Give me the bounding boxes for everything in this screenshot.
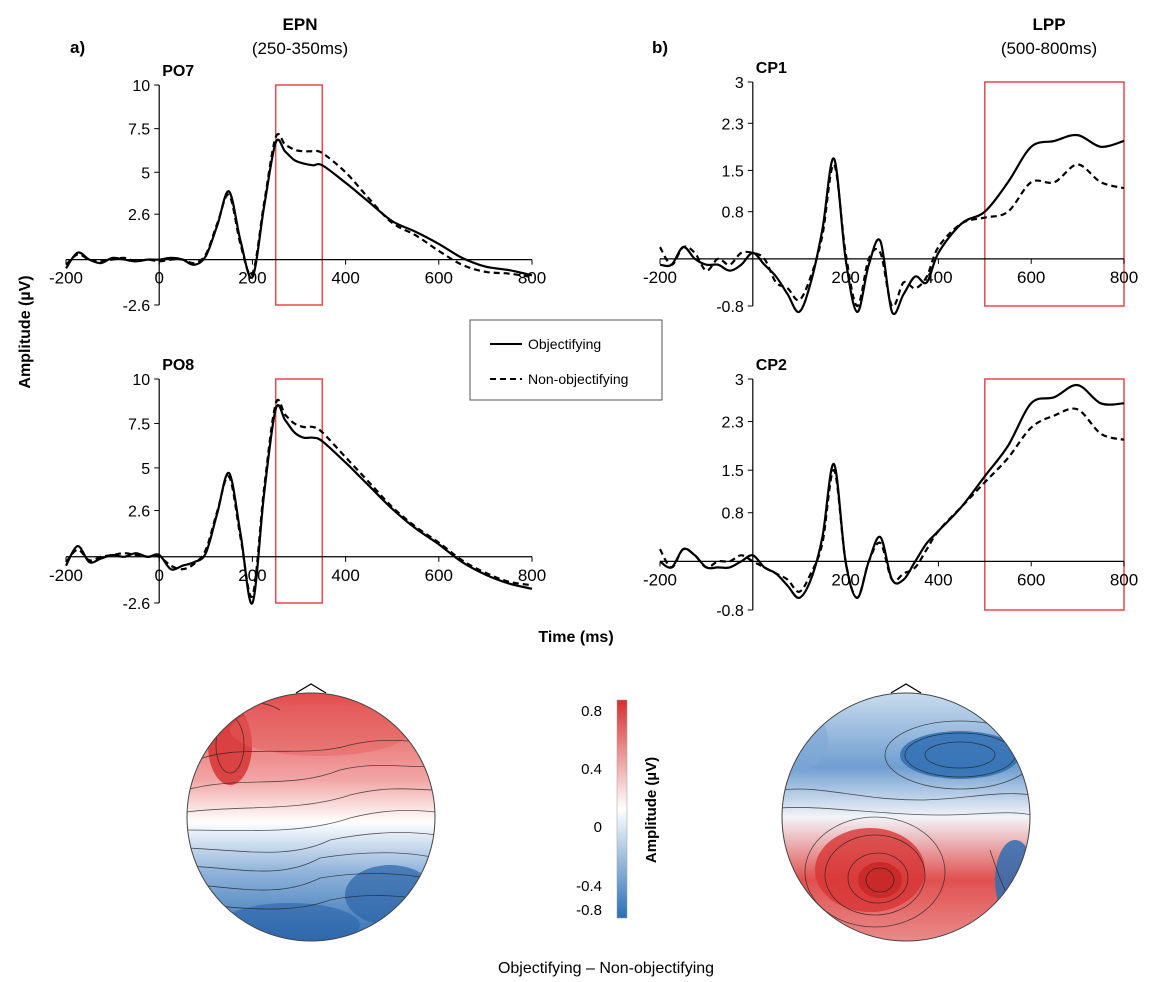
legend-label-objectifying: Objectifying [528, 336, 601, 352]
y-tick-label-cp1-1: 2.3 [722, 116, 744, 133]
topomap-epn [186, 683, 436, 942]
y-tick-label-cp1-3: 0.8 [722, 205, 744, 222]
x-tick-label-po7-3: 400 [331, 269, 359, 288]
y-tick-label-po8-2: 5 [141, 461, 150, 478]
panel-a-component: EPN [283, 15, 318, 34]
y-tick-label-po8-0: 10 [132, 372, 150, 389]
y-tick-label-cp1-0: 3 [735, 75, 744, 92]
topomap-lpp [781, 683, 1031, 942]
channel-title-po8: PO8 [162, 357, 194, 374]
topomap-lpp-nose [890, 683, 922, 694]
x-tick-label-po8-1: 0 [154, 566, 163, 585]
x-tick-label-po8-2: 200 [238, 566, 266, 585]
panel-a-window: (250-350ms) [252, 39, 348, 58]
series-non-objectifying-po8 [65, 398, 533, 598]
x-tick-label-cp2-3: 600 [1017, 570, 1045, 589]
x-tick-label-cp1-1: 200 [831, 268, 859, 287]
analysis-window-cp1 [984, 81, 1125, 307]
series-objectifying-po7 [65, 138, 533, 279]
x-tick-label-po7-4: 600 [425, 269, 453, 288]
y-tick-label-cp2-3: 0.8 [722, 506, 744, 523]
channel-title-cp2: CP2 [756, 357, 787, 374]
y-tick-label-cp2-0: 3 [735, 372, 744, 389]
colorbar-tick-0: 0.8 [581, 703, 602, 720]
legend-label-non-objectifying: Non-objectifying [528, 371, 628, 387]
y-tick-label-po7-0: 10 [132, 78, 150, 95]
panel-b-window: (500-800ms) [1001, 39, 1097, 58]
x-tick-label-po8-4: 600 [425, 566, 453, 585]
colorbar-label: Amplitude (µV) [643, 757, 660, 863]
series-objectifying-po8 [65, 403, 533, 605]
series-non-objectifying-po7 [65, 132, 533, 279]
x-tick-label-cp1-3: 600 [1017, 268, 1045, 287]
x-tick-label-cp2-2: 400 [924, 570, 952, 589]
y-axis-label: Amplitude (µV) [17, 275, 34, 388]
x-tick-label-po8-5: 800 [518, 566, 546, 585]
analysis-window-po7 [274, 84, 324, 306]
x-tick-label-cp2-0: -200 [643, 570, 677, 589]
bottom-caption: Objectifying – Non-objectifying [498, 960, 714, 977]
y-tick-label-po7-2: 5 [141, 165, 150, 182]
chart-po8: 10 7.5 5 2.6 -2.6 -200 0 200 400 600 800 PO8 [49, 357, 546, 613]
chart-cp2: 3 2.3 1.5 0.8 -0.8 -200 200 400 600 800 CP2 [643, 357, 1138, 620]
channel-title-cp1: CP1 [756, 60, 787, 77]
x-tick-label-cp1-4: 800 [1110, 268, 1138, 287]
y-tick-label-cp1-4: -0.8 [716, 299, 744, 316]
y-tick-label-po8-3: 2.6 [128, 504, 150, 521]
legend: Objectifying Non-objectifying [469, 319, 663, 401]
y-tick-label-po7-1: 7.5 [128, 122, 150, 139]
x-tick-label-cp2-1: 200 [831, 570, 859, 589]
channel-title-po7: PO7 [162, 63, 194, 80]
x-tick-label-po7-5: 800 [518, 269, 546, 288]
colorbar-tick-2: 0 [594, 819, 602, 836]
series-non-objectifying-cp2 [659, 407, 1125, 599]
y-tick-label-cp2-2: 1.5 [722, 463, 744, 480]
y-tick-label-po7-3: 2.6 [128, 207, 150, 224]
colorbar-tick-3: -0.4 [576, 878, 602, 895]
y-tick-label-cp2-4: -0.8 [716, 603, 744, 620]
x-tick-label-cp2-4: 800 [1110, 570, 1138, 589]
x-tick-label-cp1-0: -200 [643, 268, 677, 287]
panel-a-letter: a) [70, 38, 85, 57]
panel-b-component: LPP [1032, 15, 1065, 34]
analysis-window-cp2 [984, 378, 1125, 611]
panel-b-letter: b) [652, 38, 668, 57]
y-tick-label-po7-4: -2.6 [123, 298, 151, 315]
analysis-window-po8 [274, 378, 324, 604]
x-tick-label-po7-0: -200 [49, 269, 83, 288]
topomap-lpp-outline [781, 692, 1031, 942]
y-tick-label-cp1-2: 1.5 [722, 163, 744, 180]
series-non-objectifying-cp1 [659, 163, 1125, 308]
x-axis-label: Time (ms) [538, 629, 613, 646]
y-tick-label-po8-4: -2.6 [123, 596, 151, 613]
colorbar-tick-1: 0.4 [581, 761, 602, 778]
colorbar-gradient [616, 699, 628, 919]
x-tick-label-po8-3: 400 [331, 566, 359, 585]
colorbar: 0.8 0.4 0 -0.4 -0.8 Amplitude (µV) [576, 699, 660, 919]
series-objectifying-cp1 [659, 133, 1125, 316]
colorbar-tick-4: -0.8 [576, 902, 602, 919]
topomap-epn-outline [186, 692, 436, 942]
x-tick-label-po7-1: 0 [154, 269, 163, 288]
y-tick-label-po8-1: 7.5 [128, 416, 150, 433]
topomap-epn-nose [295, 683, 327, 694]
y-tick-label-cp2-1: 2.3 [722, 415, 744, 432]
x-tick-label-po8-0: -200 [49, 566, 83, 585]
legend-box [469, 319, 663, 401]
